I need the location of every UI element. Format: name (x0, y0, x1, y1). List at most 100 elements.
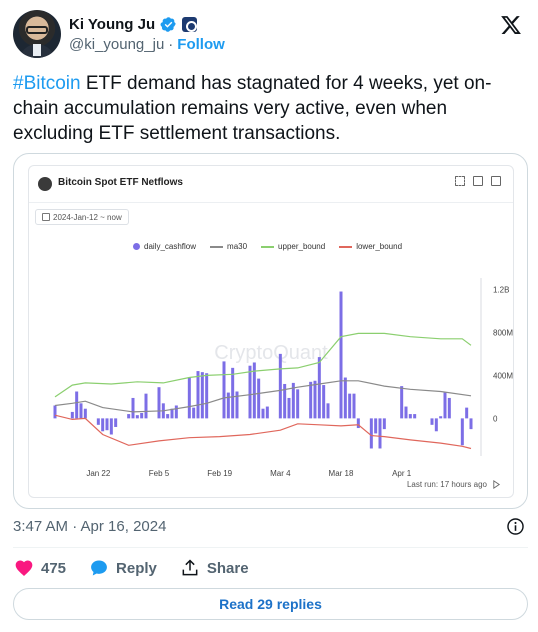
cashflow-bar (434, 418, 438, 432)
info-icon[interactable] (506, 517, 525, 536)
like-count: 475 (41, 559, 67, 577)
lower-bound-line (54, 414, 472, 450)
cashflow-bar (196, 371, 200, 419)
cashflow-bar (369, 418, 373, 449)
chart-card: Bitcoin Spot ETF Netflows 2024-Jan-12 ~ … (28, 165, 514, 498)
cashflow-bar (79, 403, 83, 419)
cashflow-bar (200, 372, 204, 419)
expand-icon[interactable] (455, 176, 465, 186)
legend-swatch (261, 245, 275, 248)
author-name[interactable]: Ki Young Ju (69, 15, 156, 33)
cashflow-bar (140, 413, 144, 419)
read-replies-button[interactable]: Read 29 replies (13, 588, 528, 620)
verified-badge-icon (160, 16, 176, 32)
legend-label: ma30 (227, 242, 248, 251)
legend-item-ma30[interactable]: ma30 (210, 242, 247, 251)
cashflow-bar (378, 418, 382, 449)
chart-legend: daily_cashflow ma30 upper_bound lower_bo… (133, 242, 402, 251)
play-icon[interactable] (492, 480, 501, 489)
tweet-body: ETF demand has stagnated for 4 weeks, ye… (13, 73, 492, 144)
follow-button[interactable]: Follow (177, 36, 225, 53)
legend-label: lower_bound (356, 242, 403, 251)
cashflow-bar (222, 361, 226, 419)
legend-item-upper-bound[interactable]: upper_bound (261, 242, 325, 251)
legend-item-daily-cashflow[interactable]: daily_cashflow (133, 242, 196, 251)
share-label: Share (206, 559, 249, 577)
cashflow-bar (226, 392, 230, 419)
cashflow-bar (257, 378, 261, 419)
chart-author-icon (38, 177, 52, 191)
reply-label: Reply (116, 559, 157, 577)
author-handle-row: @ki_young_ju · Follow (69, 36, 225, 53)
y-tick-label: 1.2B (493, 285, 509, 294)
save-icon[interactable] (473, 176, 483, 186)
last-run: Last run: 17 hours ago (407, 480, 501, 489)
cashflow-bar (443, 392, 447, 419)
last-run-label: Last run: 17 hours ago (406, 480, 487, 489)
cashflow-bar (131, 397, 135, 419)
x-tick-label: Feb 19 (207, 469, 232, 478)
author-handle[interactable]: @ki_young_ju (69, 36, 165, 53)
cashflow-bar (166, 414, 170, 419)
cashflow-bar (460, 418, 464, 446)
x-logo-icon[interactable] (500, 14, 522, 36)
cashflow-bar (469, 418, 473, 430)
cashflow-bar (356, 418, 360, 429)
date-range-chip[interactable]: 2024-Jan-12 ~ now (35, 209, 129, 225)
like-button[interactable]: 475 (13, 558, 66, 578)
author-avatar[interactable] (13, 10, 61, 58)
affiliate-badge-icon (182, 16, 198, 32)
chart-watermark: CryptoQuant (214, 342, 328, 364)
cashflow-bar (248, 365, 252, 419)
chart-divider (29, 202, 513, 203)
cashflow-bar (291, 382, 295, 419)
cashflow-bar (70, 411, 74, 419)
legend-label: upper_bound (278, 242, 326, 251)
cashflow-bar (283, 383, 287, 419)
cashflow-bar (404, 406, 408, 419)
cashflow-bar (187, 377, 191, 419)
cashflow-bar (192, 407, 196, 419)
calendar-icon (42, 213, 50, 221)
upper-bound-line (54, 332, 472, 398)
cashflow-bar (348, 393, 352, 419)
reply-button[interactable]: Reply (88, 558, 157, 578)
ma30-line (54, 380, 472, 413)
netflow-chart: CryptoQuant 1.2B 800M 400M 0 Jan 22 Feb 5 Feb … (53, 278, 513, 478)
cashflow-bar (339, 291, 343, 419)
tweet-text: #Bitcoin ETF demand has stagnated for 4 … (13, 71, 525, 146)
cashflow-bar (144, 393, 148, 419)
cashflow-bar (296, 389, 300, 419)
y-tick-label: 400M (493, 371, 513, 380)
y-tick-label: 0 (493, 414, 498, 423)
cashflow-bar (309, 381, 313, 419)
reply-bubble-icon (91, 560, 107, 576)
cashflow-bar (317, 357, 321, 419)
x-tick-label: Jan 22 (86, 469, 111, 478)
cashflow-bar (75, 391, 79, 419)
share-icon (182, 559, 198, 576)
tweet-media[interactable]: Bitcoin Spot ETF Netflows 2024-Jan-12 ~ … (13, 153, 528, 509)
copy-icon[interactable] (491, 176, 501, 186)
cashflow-bar (430, 418, 434, 425)
cashflow-bar (105, 418, 109, 431)
tweet-timestamp[interactable]: 3:47 AM · Apr 16, 2024 (13, 518, 167, 535)
y-tick-label: 800M (493, 328, 513, 337)
cashflow-bar (374, 418, 378, 434)
cashflow-bar (157, 387, 161, 419)
cashflow-bar (83, 408, 87, 419)
cashflow-bar (400, 386, 404, 419)
cashflow-bar (127, 414, 131, 419)
x-tick-label: Apr 1 (392, 469, 412, 478)
share-button[interactable]: Share (179, 558, 249, 578)
divider-top (13, 547, 528, 548)
cashflow-bar (205, 373, 209, 419)
cashflow-bar (287, 397, 291, 419)
cashflow-bar (96, 418, 100, 425)
legend-item-lower-bound[interactable]: lower_bound (339, 242, 402, 251)
legend-swatch (339, 245, 353, 248)
cashflow-bar (352, 393, 356, 419)
cashflow-bar (439, 416, 443, 419)
author-name-row: Ki Young Ju (69, 14, 198, 34)
hashtag-link[interactable]: #Bitcoin (13, 73, 81, 94)
